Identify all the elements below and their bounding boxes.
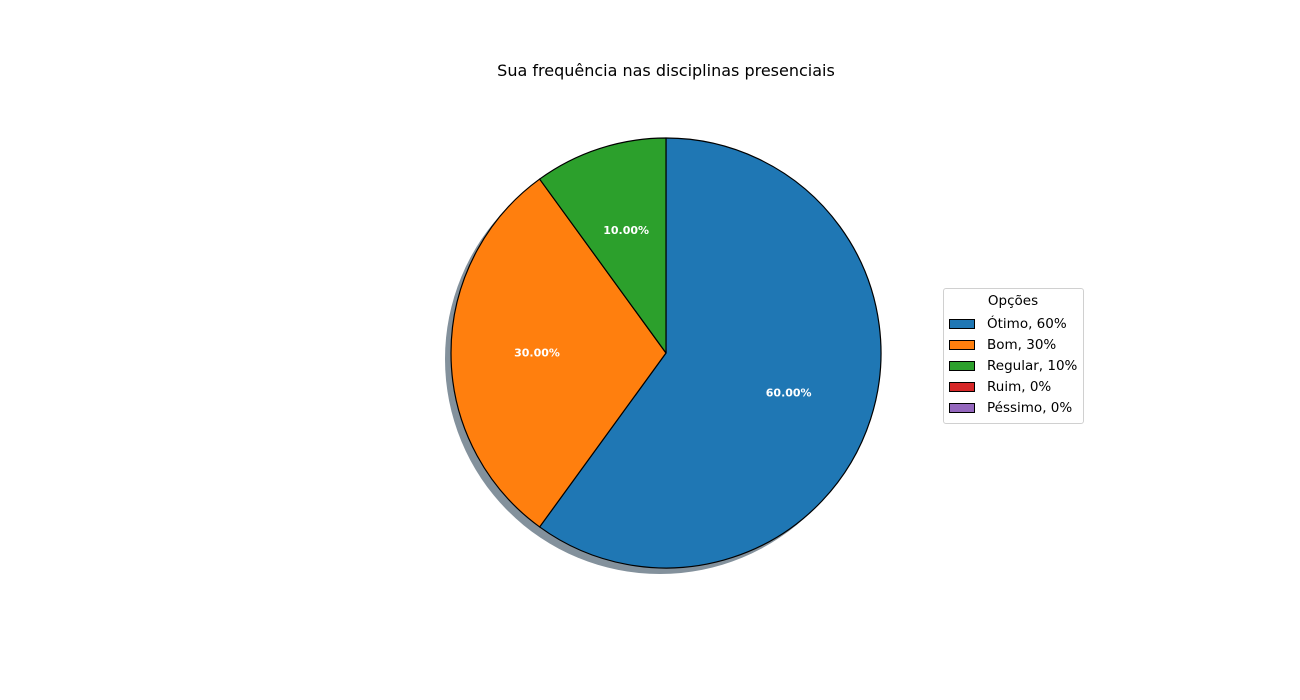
pie-slice-regular: [539, 137, 667, 354]
legend-label: Péssimo, 0%: [987, 399, 1073, 416]
legend: Opções Ótimo, 60% Bom, 30% Regular, 10% Rui…: [943, 288, 1084, 424]
pie-slices: [450, 137, 882, 569]
legend-swatch: [949, 318, 975, 329]
legend-swatch: [949, 402, 975, 413]
legend-title: Opções: [987, 293, 1039, 309]
slice-label-bom: 30.00%: [514, 347, 560, 360]
pie-slice-bom: [450, 178, 667, 528]
legend-item-otimo: Ótimo, 60%: [949, 313, 1077, 334]
legend-item-regular: Regular, 10%: [949, 355, 1077, 376]
legend-item-bom: Bom, 30%: [949, 334, 1077, 355]
legend-items: Ótimo, 60% Bom, 30% Regular, 10% Ruim, 0% Pé…: [949, 313, 1077, 418]
chart-title: Sua frequência nas disciplinas presencia…: [497, 61, 835, 80]
legend-item-pessimo: Péssimo, 0%: [949, 397, 1077, 418]
slice-label-regular: 10.00%: [603, 224, 649, 237]
pie-slice-otimo: [539, 137, 882, 569]
legend-swatch: [949, 381, 975, 392]
legend-label: Regular, 10%: [987, 357, 1078, 374]
legend-label: Bom, 30%: [987, 336, 1057, 353]
pie-labels: 60.00% 30.00% 10.00%: [514, 224, 812, 400]
legend-swatch: [949, 339, 975, 350]
legend-label: Ótimo, 60%: [987, 315, 1067, 332]
legend-swatch: [949, 360, 975, 371]
legend-label: Ruim, 0%: [987, 378, 1052, 395]
slice-label-otimo: 60.00%: [766, 386, 812, 399]
legend-item-ruim: Ruim, 0%: [949, 376, 1077, 397]
